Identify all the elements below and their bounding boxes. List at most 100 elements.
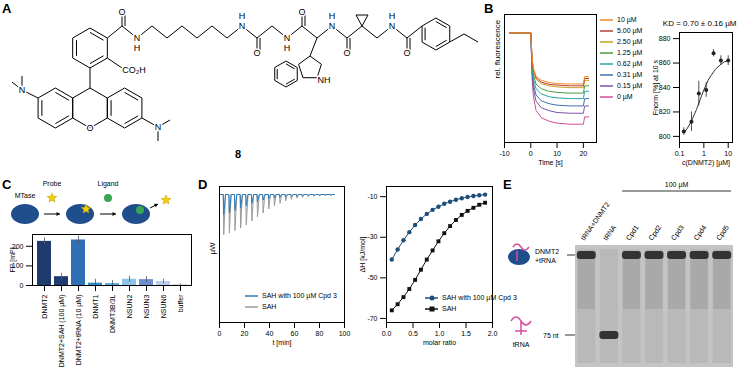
svg-text:N: N <box>239 21 246 31</box>
svg-text:buffer: buffer <box>177 294 184 312</box>
svg-text:DNMT2+SAH (100 µM): DNMT2+SAH (100 µM) <box>58 295 66 368</box>
html-text:1.25 µM: 1.25 µM <box>617 49 643 56</box>
svg-text:O: O <box>253 48 260 58</box>
html-text:C: C <box>2 177 12 192</box>
svg-text:tRNA: tRNA <box>513 341 530 348</box>
svg-text:tRNA: tRNA <box>602 224 618 242</box>
svg-text:NH: NH <box>318 75 331 85</box>
svg-text:860: 860 <box>659 59 671 66</box>
svg-text:800: 800 <box>659 133 671 140</box>
html-text:10 µM: 10 µM <box>617 16 637 23</box>
html-text:0.31 µM: 0.31 µM <box>617 71 643 78</box>
svg-text:Probe: Probe <box>43 180 62 187</box>
html-text:0.15 µM: 0.15 µM <box>617 82 643 89</box>
svg-text:8: 8 <box>235 148 241 160</box>
svg-text:O: O <box>86 123 93 133</box>
svg-text:840: 840 <box>659 84 671 91</box>
svg-text:DNMT2: DNMT2 <box>535 248 559 255</box>
svg-text:10: 10 <box>724 150 732 157</box>
html-text:SAH with 100 µM Cpd 3: SAH with 100 µM Cpd 3 <box>262 292 337 299</box>
svg-text:H: H <box>134 43 141 53</box>
svg-text:Cpd3: Cpd3 <box>670 224 686 242</box>
svg-text:Cpd4: Cpd4 <box>692 224 708 242</box>
svg-text:Fnorm [%] at 10 s: Fnorm [%] at 10 s <box>652 59 660 115</box>
html-text:D: D <box>198 177 208 192</box>
svg-text:200: 200 <box>11 242 24 250</box>
svg-text:0: 0 <box>20 282 24 289</box>
svg-text:DNMT3B/3L: DNMT3B/3L <box>109 294 116 333</box>
svg-text:N: N <box>329 21 336 31</box>
svg-text:Cpd1: Cpd1 <box>625 224 641 242</box>
svg-text:2.0: 2.0 <box>488 330 498 337</box>
svg-text:N: N <box>19 85 26 95</box>
svg-text:Time [s]: Time [s] <box>538 159 563 167</box>
svg-text:10: 10 <box>553 150 561 157</box>
svg-text:rel. fluorescence: rel. fluorescence <box>493 19 502 78</box>
svg-text:H: H <box>389 11 396 21</box>
svg-text:H: H <box>284 43 291 53</box>
html-text:0.62 µM: 0.62 µM <box>617 60 643 67</box>
svg-text:40: 40 <box>266 330 274 337</box>
svg-text:820: 820 <box>659 108 671 115</box>
svg-text:1.0: 1.0 <box>435 330 445 337</box>
svg-text:O: O <box>403 48 410 58</box>
svg-text:µW: µW <box>208 242 217 255</box>
svg-text:c(DNMT2) [µM]: c(DNMT2) [µM] <box>682 159 730 167</box>
svg-text:0.0: 0.0 <box>382 330 392 337</box>
svg-text:MTase: MTase <box>15 192 36 199</box>
svg-text:N: N <box>155 122 162 132</box>
svg-text:O: O <box>343 48 350 58</box>
svg-text:80: 80 <box>316 330 324 337</box>
svg-text:100: 100 <box>11 262 24 270</box>
svg-text:t [min]: t [min] <box>272 339 291 347</box>
svg-text:-50: -50 <box>367 274 377 281</box>
svg-text:-30: -30 <box>367 233 377 240</box>
html-text:2.50 µM: 2.50 µM <box>617 38 643 45</box>
svg-text:DNMT2: DNMT2 <box>41 294 48 318</box>
svg-text:75 nt: 75 nt <box>543 332 559 339</box>
svg-text:-10: -10 <box>367 193 377 200</box>
svg-text:100 µM: 100 µM <box>665 181 689 189</box>
svg-text:-10: -10 <box>499 150 509 157</box>
html-text:5.00 µM: 5.00 µM <box>617 27 643 34</box>
svg-text:FP [mP]: FP [mP] <box>9 247 17 272</box>
svg-text:-70: -70 <box>367 315 377 322</box>
svg-text:0: 0 <box>529 150 533 157</box>
svg-text:NSUN3: NSUN3 <box>143 294 150 318</box>
html-text:E: E <box>503 177 512 192</box>
svg-text:molar ratio: molar ratio <box>423 339 456 346</box>
svg-text:60: 60 <box>291 330 299 337</box>
svg-text:Cpd2: Cpd2 <box>647 224 663 242</box>
svg-text:Cpd5: Cpd5 <box>715 224 731 242</box>
svg-text:O: O <box>298 7 305 17</box>
html-text:SAH: SAH <box>262 303 277 310</box>
svg-text:0: 0 <box>218 330 222 337</box>
svg-text:NSUN2: NSUN2 <box>126 294 133 318</box>
html-text:B: B <box>484 1 494 16</box>
svg-text:20: 20 <box>579 150 587 157</box>
html-text:0 µM: 0 µM <box>617 93 633 100</box>
svg-text:N: N <box>134 33 141 43</box>
svg-text:O: O <box>118 7 125 17</box>
svg-text:tRNA+DNMT2: tRNA+DNMT2 <box>579 200 611 242</box>
svg-text:1.5: 1.5 <box>461 330 471 337</box>
svg-text:20: 20 <box>241 330 249 337</box>
svg-text:0.1: 0.1 <box>675 150 685 157</box>
svg-text:KD = 0.70 ± 0.16 µM: KD = 0.70 ± 0.16 µM <box>663 19 737 28</box>
svg-text:CO₂H: CO₂H <box>122 65 146 75</box>
svg-text:DNMT2+tRNA (10 µM): DNMT2+tRNA (10 µM) <box>75 295 83 366</box>
svg-text:1: 1 <box>702 150 706 157</box>
svg-text:880: 880 <box>659 35 671 42</box>
svg-text:ΔH [kJ/mol]: ΔH [kJ/mol] <box>359 237 367 273</box>
svg-text:N: N <box>389 21 396 31</box>
svg-text:+tRNA: +tRNA <box>535 257 556 264</box>
svg-text:Ligand: Ligand <box>97 180 118 188</box>
svg-text:NSUN6: NSUN6 <box>160 294 167 318</box>
html-text:A: A <box>2 1 12 16</box>
svg-text:DNMT1: DNMT1 <box>92 294 99 318</box>
svg-text:H: H <box>239 11 246 21</box>
svg-text:100: 100 <box>339 330 351 337</box>
svg-text:N: N <box>284 33 291 43</box>
svg-text:H: H <box>329 11 336 21</box>
svg-text:0.5: 0.5 <box>408 330 418 337</box>
